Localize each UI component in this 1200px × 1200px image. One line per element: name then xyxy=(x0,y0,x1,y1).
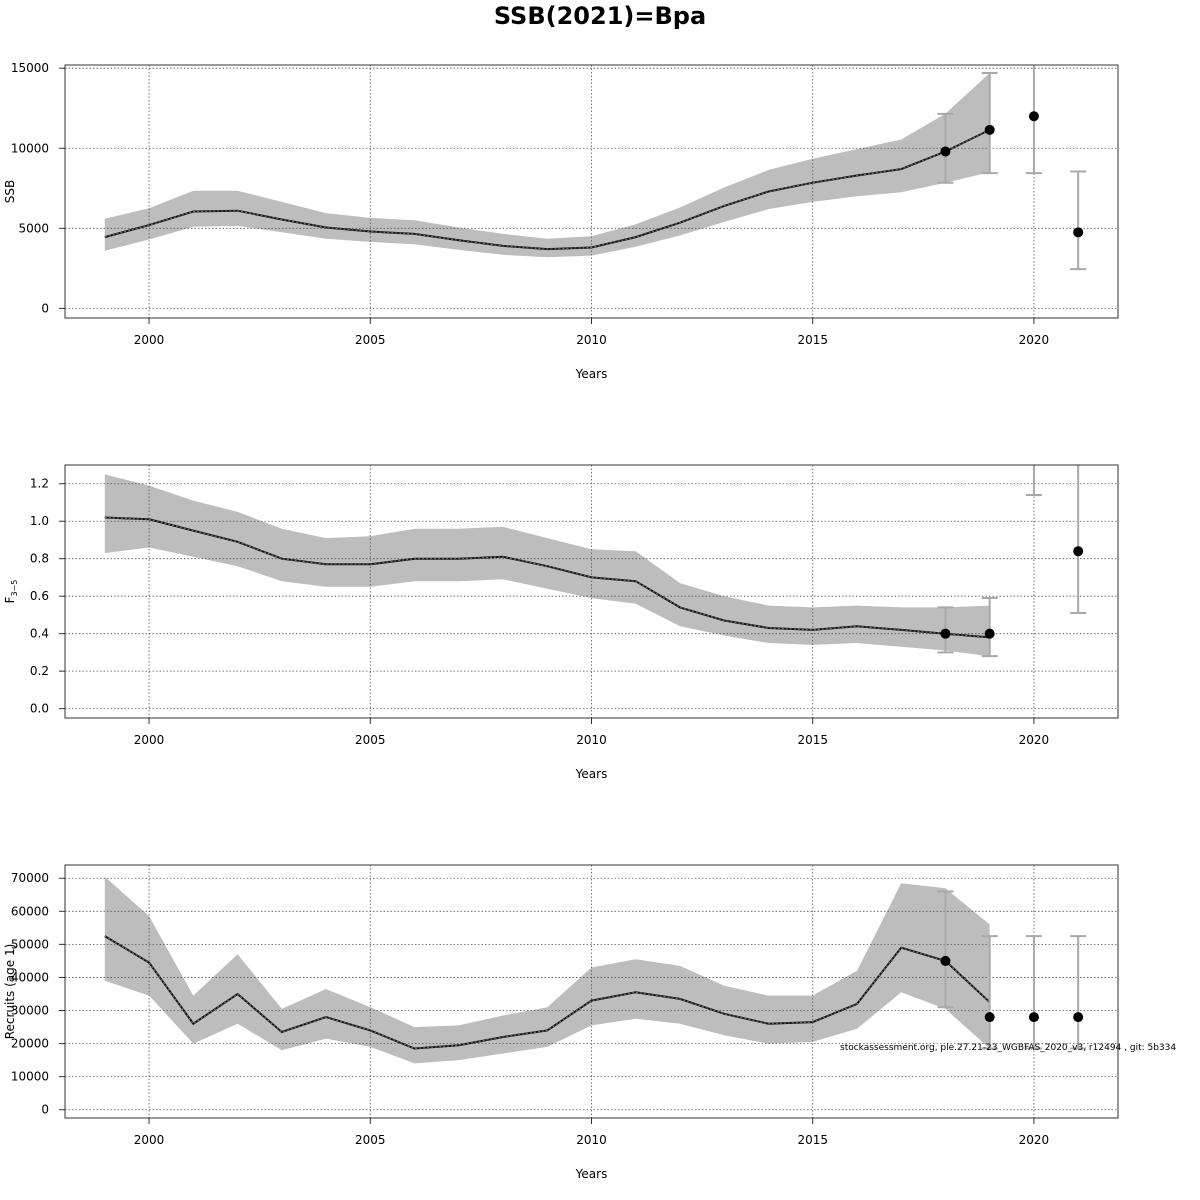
f-y-tick-label: 1.2 xyxy=(30,477,49,491)
recruits-data-point xyxy=(984,1012,995,1023)
f-data-point xyxy=(984,628,995,639)
ssb-y-tick-label: 10000 xyxy=(11,141,49,155)
ssb-x-tick-label: 2000 xyxy=(134,333,165,347)
ssb-panel: 2000 2005 2010 2015 2020 0 5000 10000 15000 Years… xyxy=(3,61,1119,381)
f-data-point xyxy=(940,628,951,639)
chart-title: SSB(2021)=Bpa xyxy=(494,2,706,30)
ssb-y-axis-label: SSB xyxy=(3,180,17,203)
f-y-tick-label: 0.0 xyxy=(30,702,49,716)
recruits-data-point xyxy=(1028,1012,1039,1023)
f-x-tick-label: 2000 xyxy=(134,733,165,747)
f-y-axis-label-sub: 3−5 xyxy=(10,580,19,597)
f-y-tick-label: 0.2 xyxy=(30,664,49,678)
ssb-x-axis-label: Years xyxy=(575,367,608,381)
f-y-tick-label: 0.4 xyxy=(30,627,49,641)
f-estimate-line-dash xyxy=(104,517,990,638)
recruits-y-tick-label: 30000 xyxy=(11,1004,49,1018)
ssb-x-tick-label: 2015 xyxy=(797,333,828,347)
ssb-data-point xyxy=(940,146,951,157)
f-x-tick-label: 2015 xyxy=(797,733,828,747)
f-y-axis-label: F3−5 xyxy=(3,580,19,604)
ssb-x-tick-label: 2010 xyxy=(576,333,607,347)
recruits-y-tick-label: 60000 xyxy=(11,904,49,918)
recruits-y-axis-label: Recruits (age 1) xyxy=(3,944,17,1040)
f-x-axis-label: Years xyxy=(575,767,608,781)
ssb-data-point xyxy=(1028,111,1039,122)
f-x-tick-label: 2005 xyxy=(355,733,386,747)
fishing-mortality-panel: 2000 2005 2010 2015 2020 0.0 0.2 0.4 0.6 0.8 1.0 1.… xyxy=(3,464,1119,781)
recruits-data-point xyxy=(1073,1012,1084,1023)
f-x-tick-label: 2010 xyxy=(576,733,607,747)
recruits-x-axis-label: Years xyxy=(575,1167,608,1181)
ssb-y-tick-label: 5000 xyxy=(18,221,49,235)
ssb-estimate-line-dash xyxy=(104,129,990,250)
ssb-data-point xyxy=(1073,227,1084,238)
ssb-data-point xyxy=(984,124,995,135)
f-y-tick-label: 0.8 xyxy=(30,552,49,566)
recruits-data-point xyxy=(940,955,951,966)
recruits-x-tick-label: 2010 xyxy=(576,1133,607,1147)
ssb-confidence-band xyxy=(104,73,990,258)
recruits-y-tick-label: 70000 xyxy=(11,871,49,885)
ssb-x-tick-label: 2005 xyxy=(355,333,386,347)
recruits-x-tick-label: 2005 xyxy=(355,1133,386,1147)
ssb-y-tick-label: 0 xyxy=(41,301,49,315)
recruits-y-tick-label: 50000 xyxy=(11,937,49,951)
source-footnote: stockassessment.org, ple.27.21-23_WGBFAS… xyxy=(840,1043,1176,1053)
f-y-tick-label: 1.0 xyxy=(30,514,49,528)
recruits-y-tick-label: 20000 xyxy=(11,1037,49,1051)
recruitment-panel: 2000 2005 2010 2015 2020 0 10000 20000 30000 4000… xyxy=(3,864,1119,1181)
recruits-confidence-band xyxy=(104,876,990,1064)
recruits-x-tick-label: 2015 xyxy=(797,1133,828,1147)
ssb-x-tick-label: 2020 xyxy=(1019,333,1050,347)
f-data-point xyxy=(1073,546,1084,557)
recruits-estimate-line-dash xyxy=(104,935,991,1050)
recruits-y-tick-label: 10000 xyxy=(11,1070,49,1084)
recruits-x-tick-label: 2000 xyxy=(134,1133,165,1147)
recruits-y-tick-label: 0 xyxy=(41,1103,49,1117)
ssb-y-tick-label: 15000 xyxy=(11,61,49,75)
recruits-x-tick-label: 2020 xyxy=(1019,1133,1050,1147)
f-y-axis-label-main: F xyxy=(3,596,17,603)
f-y-tick-label: 0.6 xyxy=(30,589,49,603)
f-x-tick-label: 2020 xyxy=(1019,733,1050,747)
recruits-y-tick-label: 40000 xyxy=(11,970,49,984)
